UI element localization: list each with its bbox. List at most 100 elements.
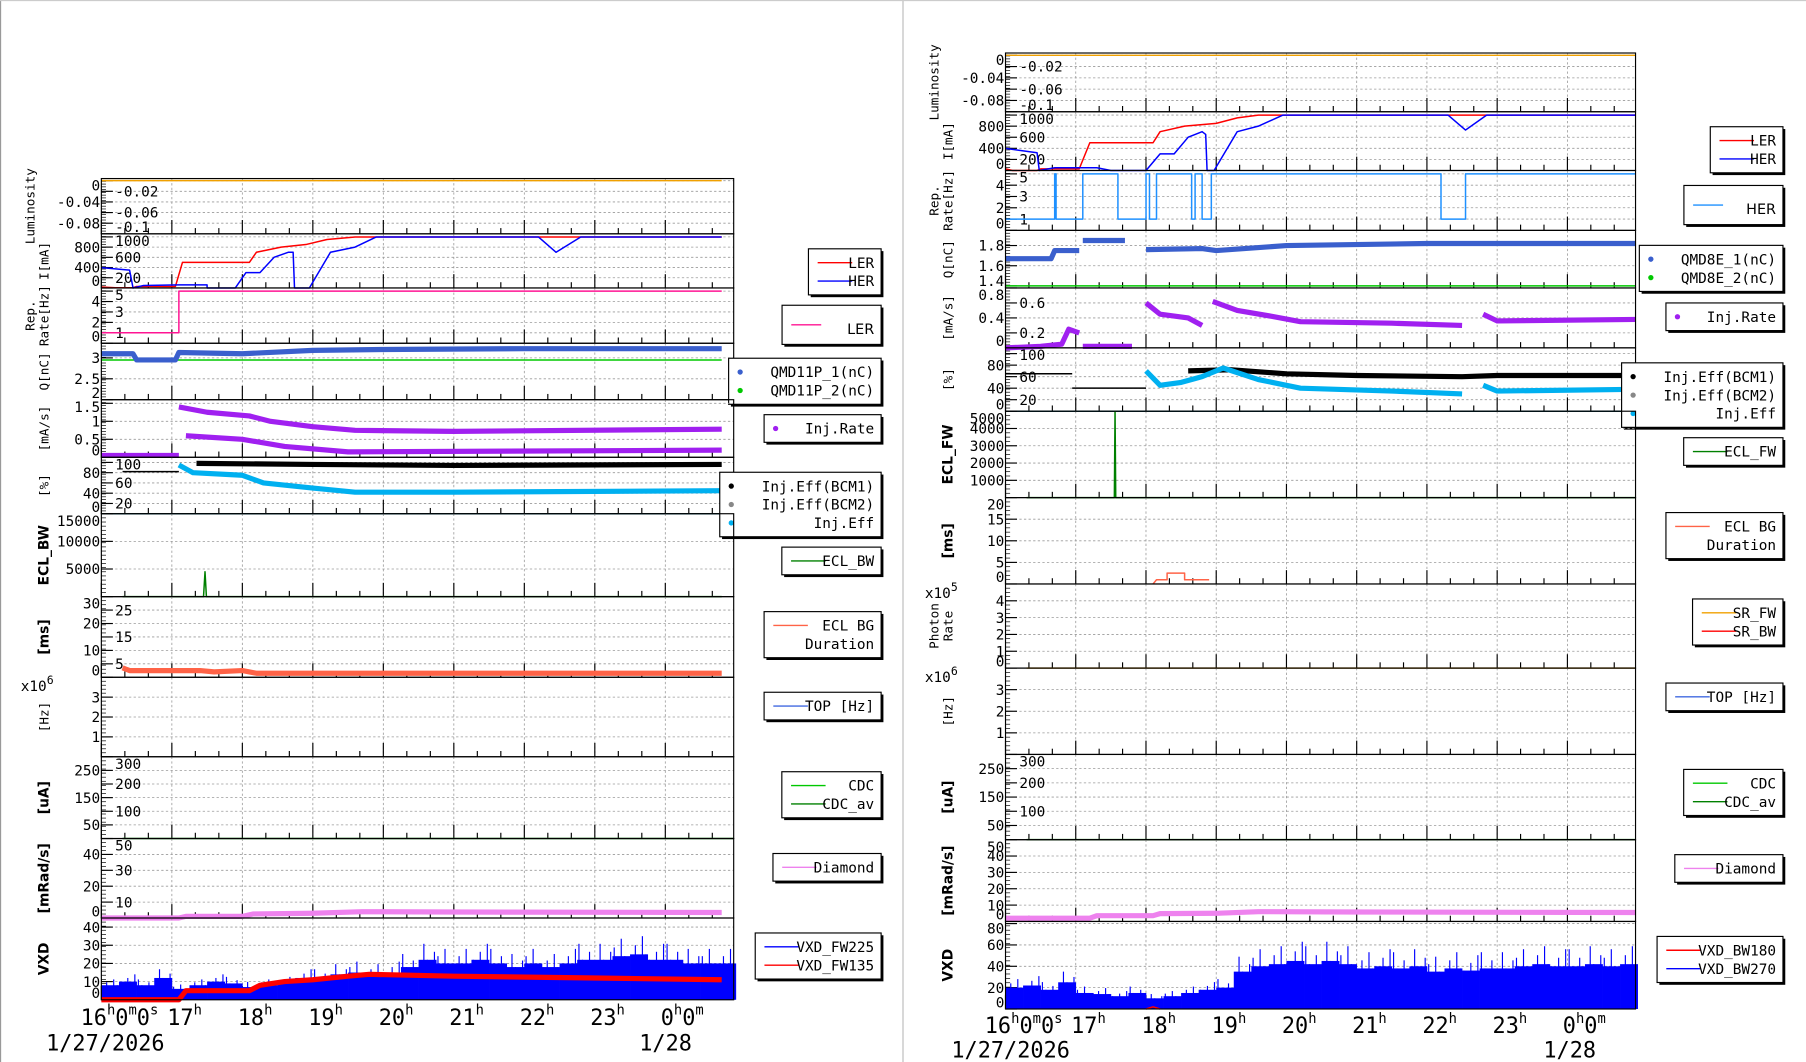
legend-dot-swatch <box>1630 374 1636 380</box>
x-tick-value: 20 <box>1282 1014 1308 1039</box>
y-tick-label: 1000 <box>970 474 1005 490</box>
legend: TOP [Hz] <box>1665 682 1786 713</box>
legend: ECL_FW <box>1683 437 1786 468</box>
y-tick-label: 1 <box>1019 212 1028 228</box>
legend: LER HER <box>1709 126 1786 176</box>
legend-label: CDC_av <box>822 797 874 813</box>
x-tick-value: 20 <box>379 1006 405 1031</box>
legend-label: VXD_BW270 <box>1698 962 1776 978</box>
x-tick-unit: h <box>1011 1011 1019 1027</box>
legend-label: HER <box>1746 202 1776 218</box>
x-tick-label: 16h0m0s <box>985 1011 1063 1039</box>
y-axis-label: VXD <box>941 949 957 982</box>
y-tick-label: 200 <box>1019 776 1045 792</box>
y-tick-label: 0 <box>996 995 1005 1011</box>
y-tick-label: 0.8 <box>978 288 1004 304</box>
y-axis-label: Rate[Hz] <box>36 285 51 346</box>
legend-label: Inj.Eff(BCM1) <box>1664 370 1777 386</box>
x-tick-value: 0 <box>115 1006 128 1031</box>
series-line <box>101 290 722 334</box>
x-tick-unit: h <box>674 1003 682 1019</box>
y-tick-label: -0.1 <box>1019 98 1054 114</box>
legend: LER HER <box>807 248 884 298</box>
y-axis-label: I[mA] <box>36 242 51 280</box>
legend-label: CDC <box>1750 776 1776 792</box>
panel: 0 5 10 15 20 25 30 [ms] <box>36 596 735 680</box>
y-tick-label: 40 <box>83 920 100 936</box>
y-tick-label: 100 <box>1019 348 1045 364</box>
y-axis-label: ECL_BW <box>36 525 52 585</box>
y-tick-label: -0.06 <box>115 206 158 222</box>
series-line <box>101 971 722 1003</box>
y-tick-label: 200 <box>115 271 141 287</box>
y-tick-label: 10 <box>83 644 100 660</box>
y-tick-label: 3 <box>996 683 1005 699</box>
legend-label: Inj.Eff(BCM2) <box>1664 388 1777 404</box>
y-tick-label: 0.2 <box>1019 326 1045 342</box>
y-tick-label: 20 <box>83 617 100 633</box>
y-tick-label: 2 <box>92 710 101 726</box>
x-tick-unit: h <box>194 1003 202 1019</box>
legend-label: Diamond <box>1715 862 1776 878</box>
y-tick-label: 20 <box>987 882 1004 898</box>
legend-dot-swatch <box>1630 392 1636 398</box>
legend: ECL BG Duration <box>763 611 884 660</box>
y-tick-label: 1 <box>92 414 101 430</box>
y-tick-label: 1 <box>92 730 101 746</box>
y-tick-label: 1 <box>996 644 1005 660</box>
series-line <box>1145 240 1636 254</box>
y-tick-label: 10000 <box>57 535 100 551</box>
legend-label: Inj.Rate <box>805 422 874 438</box>
y-axis-label: [Hz] <box>941 696 956 726</box>
legend: Inj.Eff(BCM1) Inj.Eff(BCM2) Inj.Eff <box>719 471 884 540</box>
y-tick-label: 200 <box>115 777 141 793</box>
y-tick-label: 150 <box>74 791 100 807</box>
y-tick-label: 10 <box>987 534 1004 550</box>
x-tick-unit: h <box>617 1003 625 1019</box>
y-tick-label: 3 <box>996 611 1005 627</box>
y-tick-label: 0 <box>996 53 1005 69</box>
legend-label: Diamond <box>814 861 875 877</box>
y-tick-label: 40 <box>987 849 1004 865</box>
legend-box <box>763 414 882 443</box>
panel: 22.5 3 Q[nC] <box>36 342 735 402</box>
y-tick-label: 0 <box>996 157 1005 173</box>
x-tick-label: 17h <box>167 1003 202 1031</box>
legend-label: Inj.Eff(BCM2) <box>762 498 875 514</box>
y-axis-label: [uA] <box>941 780 957 813</box>
y-tick-label: 100 <box>115 804 141 820</box>
legend-label: Inj.Rate <box>1707 310 1776 326</box>
x-tick-value: 18 <box>238 1006 264 1031</box>
y-tick-label: 10 <box>987 898 1004 914</box>
legend-label: VXD_FW135 <box>796 958 874 974</box>
x-tick-label: 22h <box>520 1003 555 1031</box>
y-tick-label: 20 <box>987 498 1004 514</box>
legend-dot-swatch <box>772 425 779 432</box>
y-tick-label: 10 <box>115 895 132 911</box>
x-tick-unit: h <box>264 1003 272 1019</box>
x-tick-unit: h <box>1519 1011 1527 1027</box>
y-tick-label: -0.04 <box>961 71 1004 87</box>
y-axis-label: ECL_FW <box>941 424 957 484</box>
y-tick-label: 2 <box>996 704 1005 720</box>
legend-label: SR_BW <box>1733 624 1777 640</box>
legend-label: VXD_FW225 <box>796 940 874 956</box>
y-tick-label: 5 <box>115 288 124 304</box>
legend-dot-swatch <box>728 520 734 526</box>
legend-box <box>1683 768 1784 817</box>
x-tick-unit: h <box>405 1003 413 1019</box>
legend-box <box>1638 244 1784 293</box>
x-tick-unit: h <box>1238 1011 1246 1027</box>
y-tick-label: -0.1 <box>115 220 150 236</box>
x-tick-label: 18h <box>238 1003 273 1031</box>
y-axis-label: [mA/s] <box>36 406 51 452</box>
x-tick-value: 18 <box>1141 1014 1167 1039</box>
series-line <box>101 236 722 289</box>
exponent-base: x10 <box>21 679 47 695</box>
y-tick-label: 2 <box>996 628 1005 644</box>
y-tick-label: 2 <box>92 386 101 402</box>
x-tick-value: 0 <box>1563 1014 1576 1039</box>
legend-box <box>719 471 882 538</box>
